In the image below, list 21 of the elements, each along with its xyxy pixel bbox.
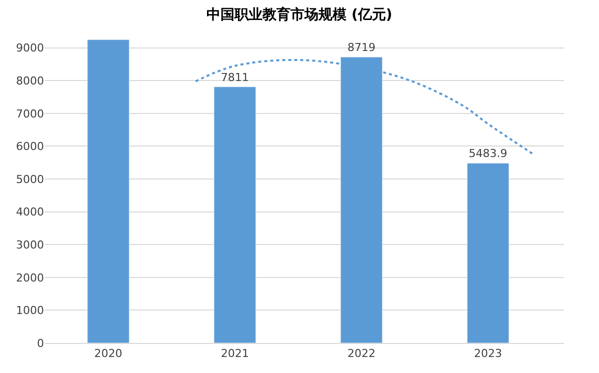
chart-title: 中国职业教育市场规模 (亿元) (206, 6, 392, 24)
y-tick-label: 7000 (16, 107, 44, 120)
y-tick-label: 9000 (16, 42, 44, 55)
y-tick-label: 0 (37, 336, 44, 350)
bar (466, 162, 510, 343)
bar (87, 39, 130, 343)
y-tick-label: 3000 (16, 238, 44, 252)
y-tick-label: 8000 (16, 74, 44, 88)
bar (214, 86, 256, 343)
x-tick-label: 2021 (220, 347, 249, 360)
y-tick-label: 5000 (16, 172, 44, 186)
y-tick-label: 1000 (16, 304, 44, 318)
data-label: 5483.9 (468, 147, 508, 160)
y-tick-label: 6000 (16, 140, 44, 154)
x-tick-label: 2020 (94, 347, 122, 360)
data-label: 7811 (220, 70, 249, 84)
y-tick-label: 4000 (16, 206, 44, 219)
y-tick-label: 2000 (16, 271, 44, 284)
data-label: 8719 (347, 41, 376, 54)
x-tick-label: 2023 (474, 347, 502, 360)
x-tick-label: 2022 (347, 347, 376, 360)
